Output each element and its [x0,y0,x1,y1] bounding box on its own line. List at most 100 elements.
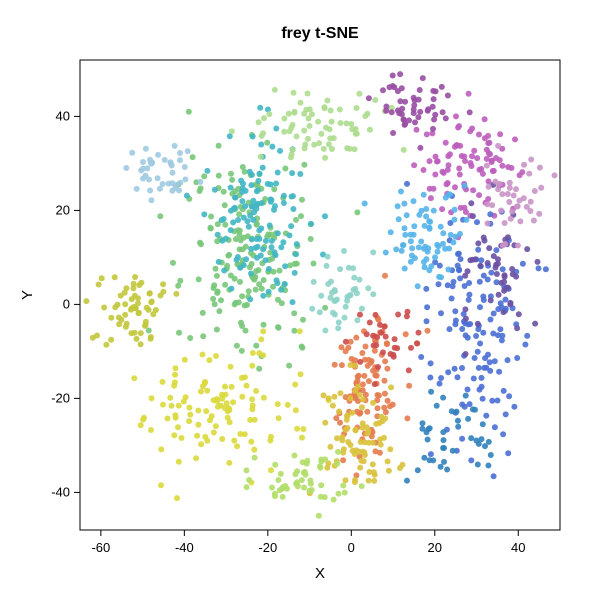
scatter-point [286,111,292,117]
scatter-point [466,292,472,298]
scatter-point [438,310,444,316]
scatter-point [143,146,149,152]
scatter-point [463,351,469,357]
scatter-point [514,355,520,361]
scatter-point [441,437,447,443]
scatter-point [491,473,497,479]
scatter-point [468,457,474,463]
scatter-point [222,384,228,390]
scatter-point [160,402,166,408]
scatter-point [357,465,363,471]
scatter-point [343,304,349,310]
scatter-point [291,310,297,316]
scatter-point [176,330,182,336]
scatter-point [424,304,430,310]
scatter-point [228,171,234,177]
scatter-point [486,245,492,251]
scatter-point [260,328,266,334]
scatter-point [290,206,296,212]
scatter-point [421,192,427,198]
scatter-point [225,253,231,259]
scatter-point [424,131,430,137]
scatter-point [537,165,543,171]
scatter-point [291,110,297,116]
scatter-point [136,310,142,316]
scatter-point [373,448,379,454]
y-tick-label: 0 [63,296,70,311]
scatter-point [382,358,388,364]
scatter-point [211,282,217,288]
scatter-point [513,186,519,192]
scatter-point [508,216,514,222]
x-tick-label: -40 [175,540,194,555]
scatter-point [214,273,220,279]
scatter-point [247,169,253,175]
scatter-point [173,291,179,297]
scatter-point [202,380,208,386]
scatter-point [231,438,237,444]
scatter-point [195,408,201,414]
scatter-point [491,168,497,174]
scatter-point [214,327,220,333]
scatter-point [204,168,210,174]
scatter-point [423,286,429,292]
scatter-point [360,425,366,431]
scatter-point [376,393,382,399]
scatter-point [497,326,503,332]
scatter-point [406,367,412,373]
scatter-point [477,263,483,269]
y-tick-label: 20 [56,202,70,217]
scatter-point [511,193,517,199]
x-axis: -60-40-2002040 [91,530,525,555]
scatter-point [176,403,182,409]
scatter-point [228,185,234,191]
scatter-point [291,453,297,459]
scatter-point [372,97,378,103]
scatter-point [482,135,488,141]
scatter-point [293,217,299,223]
scatter-point [140,417,146,423]
scatter-point [476,192,482,198]
scatter-point [309,487,315,493]
scatter-point [200,310,206,316]
scatter-point [457,172,463,178]
scatter-point [274,277,280,283]
scatter-point [326,395,332,401]
scatter-point [418,239,424,245]
scatter-point [357,392,363,398]
scatter-point [370,291,376,297]
scatter-point [286,363,292,369]
scatter-point [481,365,487,371]
scatter-point [480,330,486,336]
scatter-point [148,427,154,433]
scatter-point [258,154,264,160]
y-tick-label: 40 [56,108,70,123]
scatter-point [175,424,181,430]
scatter-point [382,273,388,279]
scatter-point [356,91,362,97]
scatter-point [364,431,370,437]
scatter-point [290,122,296,128]
scatter-point [148,299,154,305]
scatter-point [140,166,146,172]
scatter-point [150,311,156,317]
scatter-point [301,485,307,491]
scatter-point [375,405,381,411]
scatter-point [122,312,128,318]
scatter-point [233,236,239,242]
scatter-point [255,178,261,184]
scatter-point [475,326,481,332]
scatter-point [289,170,295,176]
scatter-point [505,191,511,197]
scatter-point [299,345,305,351]
scatter-point [408,238,414,244]
scatter-point [495,186,501,192]
scatter-point [383,108,389,114]
scatter-point [323,125,329,131]
scatter-point [355,374,361,380]
scatter-point [370,400,376,406]
chart-title: frey t-SNE [281,25,359,42]
scatter-point [253,206,259,212]
scatter-point [147,188,153,194]
scatter-point [250,134,256,140]
